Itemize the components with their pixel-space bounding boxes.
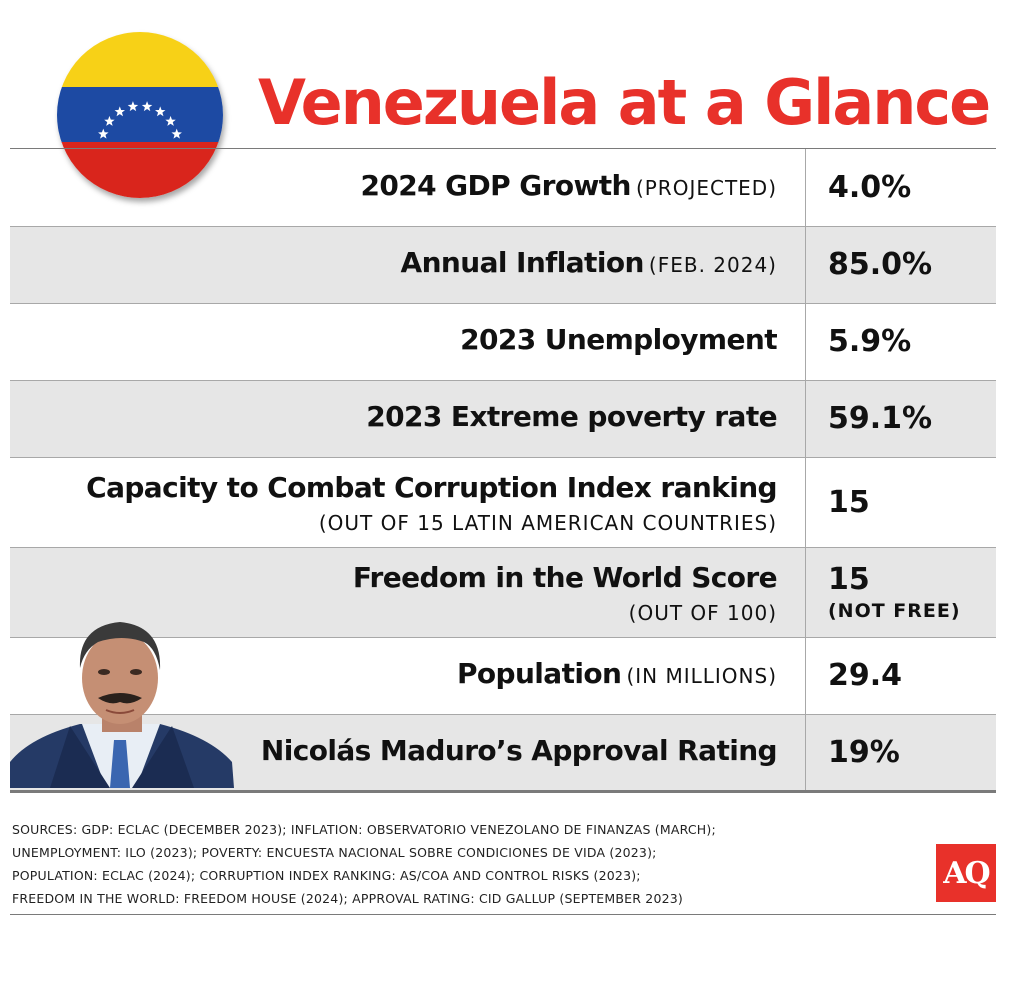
row-value: 15 [828, 484, 870, 520]
row-value-cell: 15 (NOT FREE) [806, 548, 996, 637]
flag-star-icon [141, 101, 153, 112]
page-title: Venezuela at a Glance [258, 66, 991, 139]
flag-star-icon [154, 106, 166, 117]
row-label: Annual Inflation [400, 246, 645, 279]
flag-star-icon [98, 128, 109, 139]
row-value-cell: 29.4 [806, 638, 996, 714]
table-row: 2023 Unemployment 5.9% [10, 303, 996, 380]
stats-table: 2024 GDP Growth (PROJECTED) 4.0% Annual … [10, 148, 996, 793]
row-value-cell: 59.1% [806, 381, 996, 457]
row-value: 59.1% [828, 401, 933, 436]
table-row: 2023 Extreme poverty rate 59.1% [10, 380, 996, 457]
row-label: Capacity to Combat Corruption Index rank… [86, 470, 777, 504]
sources-line: SOURCES: GDP: ECLAC (DECEMBER 2023); INF… [12, 822, 716, 837]
row-label-cell: Freedom in the World Score (OUT OF 100) [10, 548, 806, 637]
row-value-note: (NOT FREE) [828, 599, 961, 622]
row-label: Population [456, 657, 622, 690]
flag-star-icon [104, 115, 115, 126]
row-label-sub: (OUT OF 15 LATIN AMERICAN COUNTRIES) [318, 510, 777, 535]
row-value-cell: 19% [806, 715, 996, 790]
row-label: Freedom in the World Score [352, 560, 778, 594]
flag-star-icon [165, 115, 176, 126]
maduro-portrait-image [10, 612, 234, 788]
row-label: 2023 Extreme poverty rate [366, 400, 777, 433]
table-row: Freedom in the World Score (OUT OF 100) … [10, 547, 996, 637]
flag-star-icon [127, 101, 139, 112]
row-value-cell: 4.0% [806, 149, 996, 226]
row-label-cell: Nicolás Maduro’s Approval Rating [10, 715, 806, 790]
table-row: 2024 GDP Growth (PROJECTED) 4.0% [10, 149, 996, 226]
row-label: 2023 Unemployment [460, 323, 778, 356]
row-label-cell: Population (IN MILLIONS) [10, 638, 806, 714]
row-label-cell: Capacity to Combat Corruption Index rank… [10, 458, 806, 547]
row-value: 4.0% [828, 169, 912, 205]
divider [10, 914, 996, 915]
row-label-cell: 2023 Unemployment [10, 304, 806, 380]
row-label-cell: Annual Inflation (FEB. 2024) [10, 227, 806, 303]
row-value: 5.9% [828, 324, 912, 359]
row-label-sub: (OUT OF 100) [628, 600, 777, 625]
flag-star-icon [171, 128, 182, 139]
sources-line: POPULATION: ECLAC (2024); CORRUPTION IND… [12, 868, 641, 883]
row-value: 15 [828, 561, 870, 597]
table-row: Annual Inflation (FEB. 2024) 85.0% [10, 226, 996, 303]
aq-logo: AQ [936, 844, 996, 902]
flag-star-icon [114, 106, 126, 117]
row-value-cell: 5.9% [806, 304, 996, 380]
sources-line: FREEDOM IN THE WORLD: FREEDOM HOUSE (202… [12, 891, 683, 906]
row-value: 19% [828, 734, 900, 770]
sources-line: UNEMPLOYMENT: ILO (2023); POVERTY: ENCUE… [12, 845, 657, 860]
row-label-note: (IN MILLIONS) [626, 664, 777, 688]
row-label-cell: 2023 Extreme poverty rate [10, 381, 806, 457]
row-value-cell: 15 [806, 458, 996, 547]
row-label-note: (FEB. 2024) [648, 253, 777, 277]
table-row: Population (IN MILLIONS) 29.4 [10, 637, 996, 714]
row-label-cell: 2024 GDP Growth (PROJECTED) [10, 149, 806, 226]
row-value-cell: 85.0% [806, 227, 996, 303]
row-label: Nicolás Maduro’s Approval Rating [260, 733, 778, 767]
row-value: 29.4 [828, 658, 903, 693]
row-label-note: (PROJECTED) [635, 175, 777, 200]
row-value: 85.0% [828, 247, 933, 282]
row-label: 2024 GDP Growth [360, 168, 631, 202]
table-row: Capacity to Combat Corruption Index rank… [10, 457, 996, 547]
sources-note: SOURCES: GDP: ECLAC (DECEMBER 2023); INF… [12, 818, 912, 910]
